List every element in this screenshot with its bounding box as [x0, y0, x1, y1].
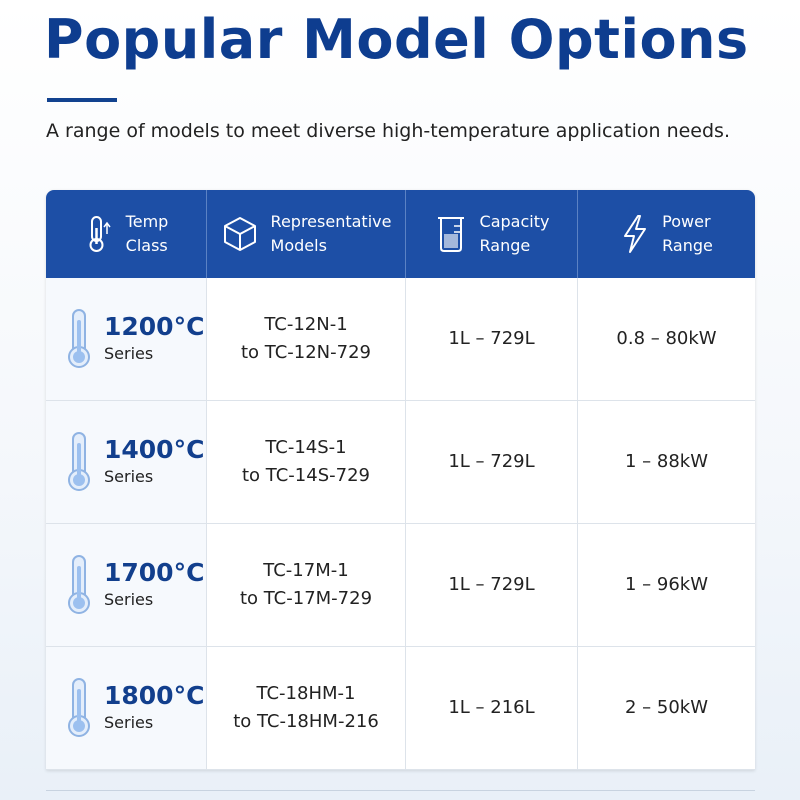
capacity-range: 1L – 729L [448, 328, 535, 349]
models-block: TC-12N-1 to TC-12N-729 [241, 311, 371, 367]
capacity-cell: 1L – 729L [406, 278, 578, 401]
power-cell: 0.8 – 80kW [578, 278, 755, 401]
temp-block: 1200°C Series [104, 312, 204, 366]
header-line: Range [662, 236, 713, 255]
models-block: TC-18HM-1 to TC-18HM-216 [233, 680, 379, 736]
header-line: Range [479, 236, 531, 255]
thermometer-icon-svg [68, 432, 90, 491]
temp-cell: 1700°C Series [46, 524, 207, 647]
model-line: to TC-18HM-216 [233, 711, 379, 732]
capacity-range: 1L – 216L [448, 697, 535, 718]
model-line: TC-14S-1 [265, 437, 347, 458]
power-range: 0.8 – 80kW [616, 328, 717, 349]
thermometer-icon [66, 554, 92, 616]
temp-class: 1400°C [104, 435, 205, 464]
series-label: Series [104, 467, 154, 486]
capacity-cell: 1L – 729L [406, 401, 578, 524]
series-label: Series [104, 713, 154, 732]
thermometer-icon [66, 677, 92, 739]
header-line: Models [270, 236, 327, 255]
header-icon [620, 214, 650, 254]
temp-class: 1200°C [104, 312, 205, 341]
capacity-cell: 1L – 216L [406, 647, 578, 770]
header-line: Power [662, 212, 711, 231]
header-text: Capacity Range [480, 210, 550, 258]
thermometer-icon-svg [68, 555, 90, 614]
header-cell: Temp Class [46, 190, 207, 278]
models-block: TC-14S-1 to TC-14S-729 [242, 434, 370, 490]
capacity-cell: 1L – 729L [406, 524, 578, 647]
header-icon [434, 214, 468, 254]
temp-cell: 1400°C Series [46, 401, 207, 524]
model-line: TC-17M-1 [263, 560, 349, 581]
title-underline [47, 98, 117, 102]
subtitle: A range of models to meet diverse high-t… [46, 120, 730, 142]
power-range: 1 – 96kW [624, 574, 709, 595]
series-label: Series [104, 344, 154, 363]
header-icon-svg [223, 217, 256, 251]
models-cell: TC-14S-1 to TC-14S-729 [207, 401, 406, 524]
power-cell: 1 – 96kW [578, 524, 755, 647]
thermometer-icon-svg [68, 678, 90, 737]
header-text: Temp Class [126, 210, 169, 258]
power-cell: 1 – 88kW [578, 401, 755, 524]
model-line: to TC-12N-729 [240, 342, 372, 363]
footer-rule [46, 790, 755, 791]
models-cell: TC-17M-1 to TC-17M-729 [207, 524, 406, 647]
header-icon [221, 215, 259, 253]
header-cell: Representative Models [207, 190, 406, 278]
capacity-range: 1L – 729L [448, 574, 535, 595]
series-label: Series [104, 590, 154, 609]
power-range: 2 – 50kW [624, 697, 709, 718]
header-icon-svg [624, 215, 647, 253]
header-line: Temp [125, 212, 169, 231]
model-line: TC-18HM-1 [256, 683, 356, 704]
power-cell: 2 – 50kW [578, 647, 755, 770]
thermometer-icon [66, 431, 92, 493]
header-text: Representative Models [271, 210, 392, 258]
header-line: Representative [270, 212, 392, 231]
models-cell: TC-12N-1 to TC-12N-729 [207, 278, 406, 401]
thermometer-icon-svg [68, 309, 90, 368]
temp-block: 1800°C Series [104, 681, 204, 735]
temp-block: 1400°C Series [104, 435, 204, 489]
header-line: Class [125, 236, 168, 255]
temp-cell: 1200°C Series [46, 278, 207, 401]
model-line: to TC-14S-729 [242, 465, 370, 486]
temp-class: 1800°C [104, 681, 205, 710]
model-line: to TC-17M-729 [239, 588, 373, 609]
power-range: 1 – 88kW [624, 451, 709, 472]
title: Popular Model Options [44, 8, 749, 71]
temp-class: 1700°C [104, 558, 205, 587]
model-line: TC-12N-1 [264, 314, 348, 335]
thermometer-icon [66, 308, 92, 370]
models-block: TC-17M-1 to TC-17M-729 [240, 557, 372, 613]
header-text: Power Range [662, 210, 713, 258]
header-icon [84, 214, 114, 254]
models-table: Temp Class Representative Models Capacity Ran… [46, 190, 755, 770]
header-line: Capacity [479, 212, 550, 231]
temp-block: 1700°C Series [104, 558, 204, 612]
header-cell: Capacity Range [406, 190, 578, 278]
models-cell: TC-18HM-1 to TC-18HM-216 [207, 647, 406, 770]
header-icon-svg [437, 217, 464, 252]
temp-cell: 1800°C Series [46, 647, 207, 770]
header-icon-svg [89, 216, 111, 252]
header-cell: Power Range [578, 190, 755, 278]
capacity-range: 1L – 729L [448, 451, 535, 472]
